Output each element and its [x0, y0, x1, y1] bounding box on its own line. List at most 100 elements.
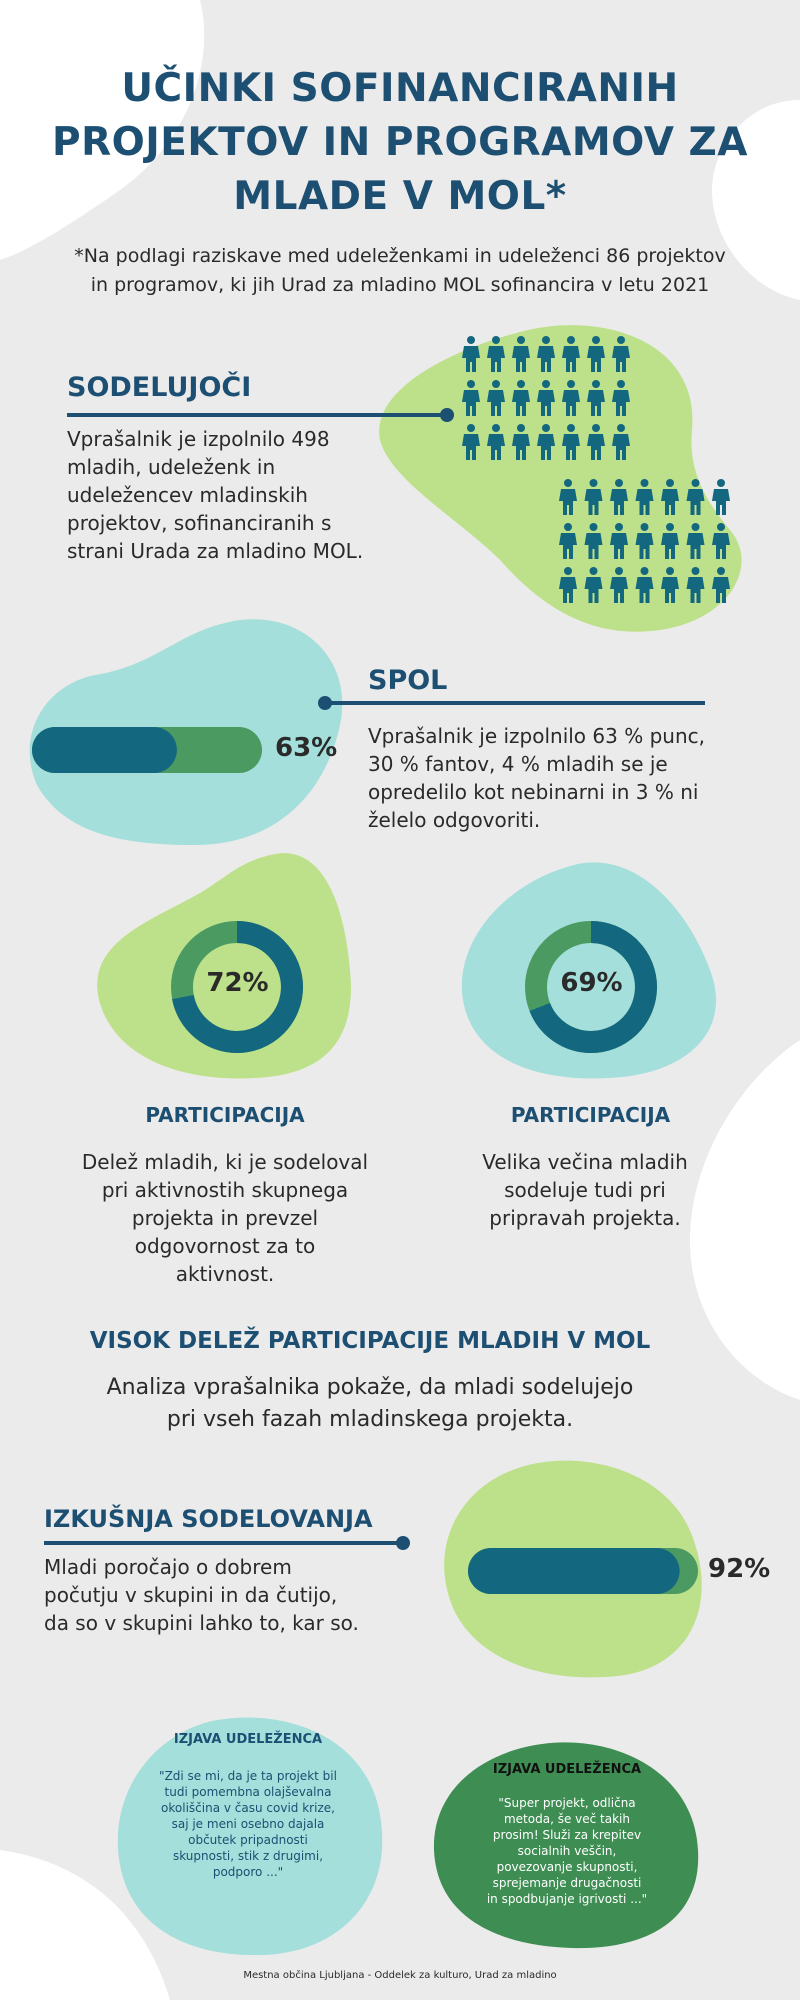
person-icon	[487, 336, 505, 372]
quote-left-text-line: saj je meni osebno dajala	[171, 1817, 325, 1831]
donut-left-arc	[171, 921, 303, 1053]
visok-text: Analiza vprašalnika pokaže, da mladi sod…	[20, 1372, 720, 1436]
title-line-2: PROJEKTOV IN PROGRAMOV ZA	[52, 120, 748, 165]
person-icon	[559, 479, 577, 515]
visok-text-line: Analiza vprašalnika pokaže, da mladi sod…	[106, 1375, 634, 1400]
person-icon	[712, 523, 730, 559]
sodelujoci-text-line: udeležencev mladinskih	[67, 483, 308, 507]
person-icon	[512, 424, 530, 460]
donut-right-arc	[525, 921, 657, 1053]
visok-heading: VISOK DELEŽ PARTICIPACIJE MLADIH V MOL	[89, 1328, 651, 1354]
sodelujoci-dot	[440, 408, 454, 422]
title-line-3: MLADE V MOL*	[233, 174, 567, 219]
person-icon	[686, 523, 705, 559]
person-icon	[610, 523, 628, 559]
bg-curve-bottom-left	[0, 1850, 170, 2000]
izkusnja-percent: 92%	[708, 1554, 771, 1584]
person-icon	[537, 424, 555, 460]
spol-percent: 63%	[275, 733, 338, 763]
quote-right-title: IZJAVA UDELEŽENCA	[492, 1762, 642, 1777]
participacija-left-text-line: projekta in prevzel	[131, 1206, 319, 1230]
quote-right-text-line: povezovanje skupnosti,	[496, 1860, 638, 1874]
person-icon	[686, 567, 705, 603]
page-title: UČINKI SOFINANCIRANIH PROJEKTOV IN PROGR…	[40, 62, 760, 224]
spol-heading: SPOL	[368, 665, 448, 696]
person-icon	[512, 336, 530, 372]
person-icon	[612, 336, 630, 372]
quote-right-text-line: "Super projekt, odlična	[498, 1796, 636, 1810]
sodelujoci-text: Vprašalnik je izpolnilo 498 mladih, udel…	[67, 425, 397, 565]
quote-left-title: IZJAVA UDELEŽENCA	[173, 1732, 323, 1747]
person-icon	[512, 380, 530, 416]
person-icon	[562, 424, 580, 460]
person-icon	[584, 567, 603, 603]
quote-left-text-line: okoliščina v času covid krize,	[161, 1801, 335, 1815]
sodelujoci-rule	[67, 413, 447, 417]
participacija-right-blob	[461, 862, 717, 1079]
person-icon	[610, 479, 628, 515]
person-icon	[537, 336, 555, 372]
spol-text-line: opredelilo kot nebinarni in 3 % ni	[368, 780, 699, 804]
person-icon	[462, 336, 480, 372]
quote-right-text: "Super projekt, odlična metoda, še več t…	[452, 1795, 682, 1907]
quote-right-text-line: sprejemanje drugačnosti	[492, 1876, 642, 1890]
participacija-left-percent: 72%	[206, 968, 269, 998]
person-icon	[635, 479, 654, 515]
person-icon	[587, 380, 605, 416]
person-icon	[584, 523, 603, 559]
bg-curve-mid-right	[690, 1040, 800, 1400]
page-subtitle: *Na podlagi raziskave med udeleženkami i…	[40, 242, 760, 300]
quote-left-text-line: tudi pomembna olajševalna	[164, 1785, 332, 1799]
quote-right-text-line: metoda, še več takih	[503, 1812, 630, 1826]
quote-left-text-line: skupnosti, stik z drugimi,	[172, 1849, 324, 1863]
izkusnja-bar	[468, 1548, 698, 1594]
quote-left-text-line: podporo ..."	[212, 1865, 284, 1879]
spol-bar-fill	[32, 727, 177, 773]
quote-left-text-line: občutek pripadnosti	[188, 1833, 308, 1847]
person-icon	[562, 336, 580, 372]
person-icon	[487, 380, 505, 416]
person-icon	[587, 424, 605, 460]
participacija-left-text: Delež mladih, ki je sodeloval pri aktivn…	[60, 1148, 390, 1288]
participacija-right-percent: 69%	[560, 968, 623, 998]
participacija-right-heading: PARTICIPACIJA	[510, 1103, 671, 1127]
participacija-right-text-line: sodeluje tudi pri	[504, 1178, 666, 1202]
participacija-right-donut	[525, 921, 657, 1053]
participacija-left-text-line: pri aktivnostih skupnega	[101, 1178, 349, 1202]
participacija-right-text: Velika večina mladih sodeluje tudi pri p…	[435, 1148, 735, 1232]
subtitle-line-2: in programov, ki jih Urad za mladino MOL…	[90, 274, 710, 296]
quote-left-blob	[117, 1717, 383, 1956]
spol-text-line: 30 % fantov, 4 % mladih se je	[368, 752, 668, 776]
quote-right-blob	[433, 1742, 699, 1949]
person-icon	[610, 567, 628, 603]
subtitle-line-1: *Na podlagi raziskave med udeleženkami i…	[74, 245, 726, 267]
izkusnja-text-line: Mladi poročajo o dobrem	[44, 1555, 292, 1579]
person-icon	[462, 380, 480, 416]
person-icon	[635, 523, 654, 559]
izkusnja-text-line: počutju v skupini in da čutijo,	[44, 1583, 338, 1607]
sodelujoci-text-line: projektov, sofinanciranih s	[67, 511, 332, 535]
person-icon	[559, 523, 577, 559]
bg-curve-top-left	[0, 0, 205, 260]
sodelujoci-text-line: Vprašalnik je izpolnilo 498	[67, 427, 330, 451]
izkusnja-text: Mladi poročajo o dobrem počutju v skupin…	[44, 1553, 424, 1637]
izkusnja-rule	[44, 1541, 404, 1545]
participacija-left-heading: PARTICIPACIJA	[145, 1103, 305, 1127]
spol-rule	[325, 701, 705, 705]
spol-text-line: Vprašalnik je izpolnilo 63 % punc,	[368, 724, 705, 748]
person-icon	[559, 567, 577, 603]
participacija-left-text-line: aktivnost.	[175, 1262, 275, 1286]
person-icon	[661, 567, 679, 603]
person-icon	[661, 523, 679, 559]
sodelujoci-text-line: mladih, udeleženk in	[67, 455, 276, 479]
participacija-right-text-line: pripravah projekta.	[489, 1206, 681, 1230]
bg-curve-top-right	[712, 100, 800, 300]
person-icon	[462, 424, 480, 460]
person-icon	[712, 479, 730, 515]
people-group-icon	[462, 336, 730, 603]
izkusnja-dot	[396, 1536, 410, 1550]
visok-text-line: pri vseh fazah mladinskega projekta.	[166, 1407, 574, 1432]
person-icon	[712, 567, 730, 603]
